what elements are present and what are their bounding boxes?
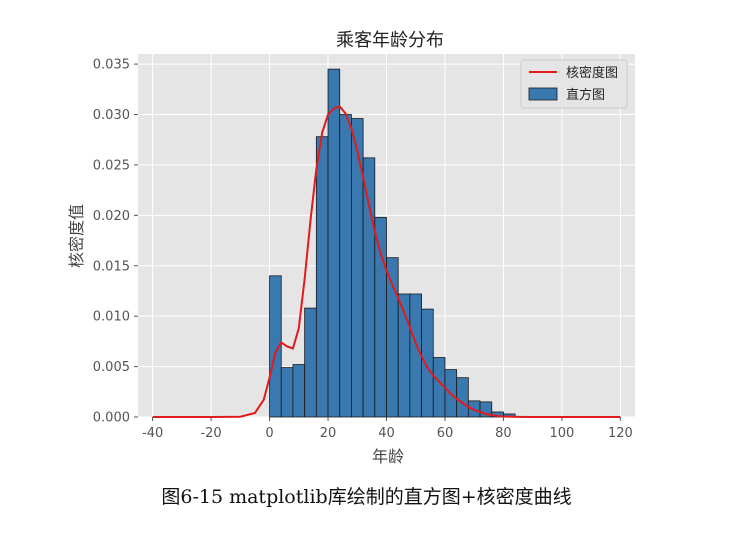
x-axis-label: 年龄 [372,447,404,466]
y-tick-label: 0.035 [93,58,130,73]
histogram-bar [292,364,306,418]
chart: 乘客年龄分布 -40 -20 0 20 40 60 80 100 120 0.0000.0050… [67,30,635,466]
y-axis-label: 核密度值 [67,204,86,268]
histogram-bar [269,275,282,418]
kde-line [152,105,621,418]
y-tick-label: 0.005 [93,360,130,375]
x-tick-label: 0 [265,426,273,441]
y-ticks: 0.000 0.005 0.010 0.015 0.020 0.025 0.030 0.035 [93,58,138,426]
x-tick-label: 120 [608,426,633,441]
y-tick-label: 0.020 [93,209,130,224]
y-tick-label: 0.000 [93,411,130,426]
y-tick-label: 0.030 [93,108,130,123]
histogram-bar [386,257,399,418]
y-tick-label: 0.025 [93,158,130,173]
histogram-bar [374,216,387,418]
x-tick-label: 20 [320,426,337,441]
histogram-bar [409,293,422,418]
figure: 乘客年龄分布 -40 -20 0 20 40 60 80 100 120 0.000 0.005 0… [67,30,635,466]
x-tick-label: 40 [378,426,395,441]
histogram-bar [315,136,329,418]
histogram-bar [362,157,376,418]
legend-kde-label: 核密度图 [566,65,618,81]
histogram-bar [479,401,493,418]
histogram-bars [269,68,516,418]
x-tick-label: 80 [495,426,512,441]
x-ticks: -40 -20 0 20 40 60 80 100 120 [142,417,633,441]
x-tick-label: 60 [437,426,454,441]
y-tick-label: 0.015 [93,259,130,274]
legend-hist-swatch [528,87,558,101]
histogram-bar [304,307,317,418]
x-tick-label: -40 [142,426,163,441]
x-tick-label: 100 [549,426,574,441]
histogram-bar [421,308,434,418]
legend-hist-label: 直方图 [566,87,605,103]
histogram-bar [456,377,469,418]
x-tick-label: -20 [200,426,221,441]
histogram-bar [280,367,294,418]
histogram-bar [339,114,352,418]
figure-caption: 图6-15 matplotlib库绘制的直方图+核密度曲线 [161,486,572,508]
legend: 核密度图 直方图 [520,59,628,109]
histogram-bar [327,68,341,418]
histogram-bar [351,118,364,418]
chart-title: 乘客年龄分布 [336,30,444,51]
y-tick-label: 0.010 [93,310,130,325]
